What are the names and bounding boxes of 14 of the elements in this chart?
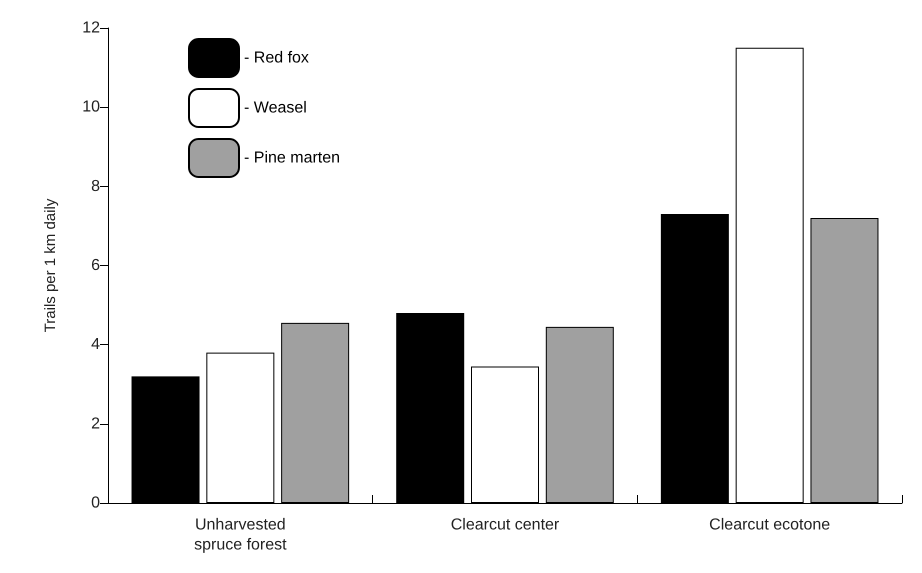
y-tick-label: 8 [91,178,100,195]
y-tick-label: 10 [82,98,100,116]
legend-label: - Weasel [244,100,307,116]
x-tick-label: Clearcut ecotone [709,516,830,534]
y-axis-title: Trails per 1 km daily [42,198,59,332]
legend-label: - Red fox [244,50,309,66]
x-tick-label: Unharvested spruce forest [194,516,288,554]
y-tick-label: 6 [91,257,100,274]
y-tick-label: 2 [91,415,100,432]
y-tick-label: 4 [91,336,100,354]
y-tick-label: 0 [91,494,100,512]
y-tick-label: 12 [82,20,100,36]
legend-label: - Pine marten [244,150,340,166]
x-tick-label: Clearcut center [450,516,560,534]
